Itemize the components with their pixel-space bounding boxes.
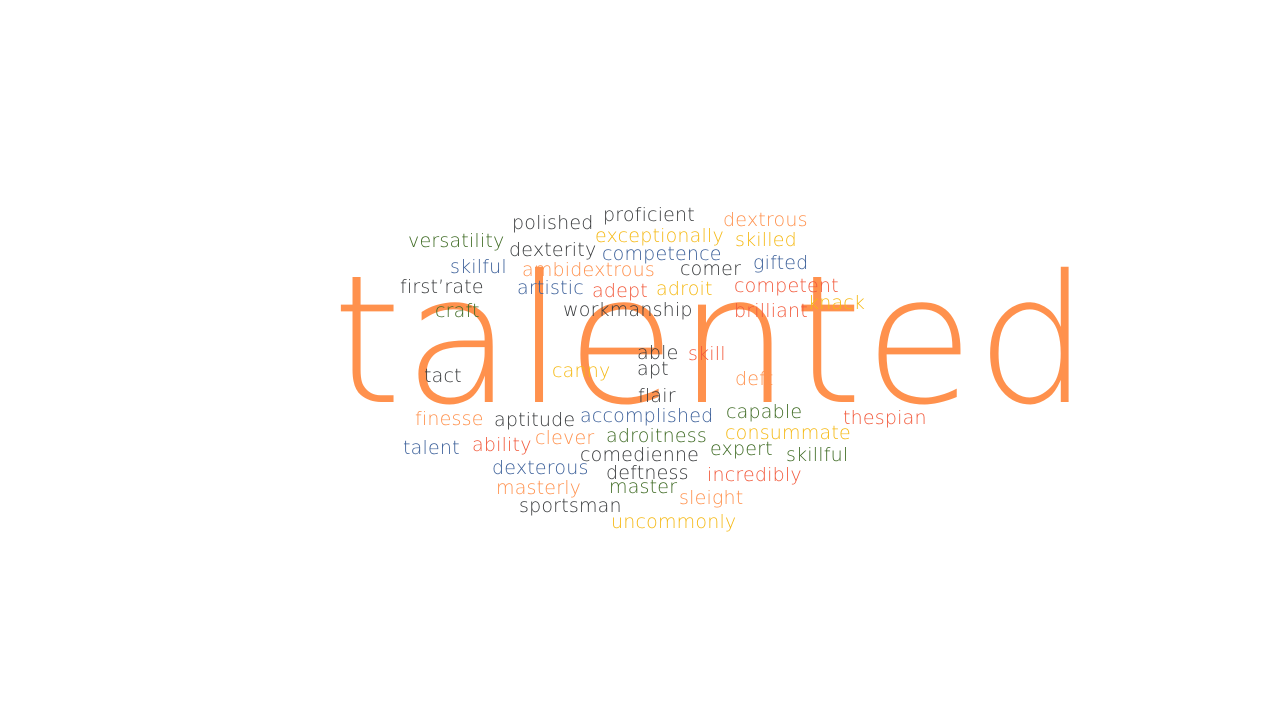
word-sportsman: sportsman xyxy=(519,495,622,517)
word-firstrate: first’rate xyxy=(400,276,484,298)
word-talent: talent xyxy=(403,437,460,459)
word-craft: craft xyxy=(435,300,480,322)
word-flair: flair xyxy=(638,385,676,407)
word-skill: skill xyxy=(688,343,726,365)
word-adept: adept xyxy=(592,280,648,302)
word-knack: knack xyxy=(808,292,866,314)
word-master: master xyxy=(609,476,678,498)
word-ability: ability xyxy=(472,434,532,456)
word-clever: clever xyxy=(535,427,595,449)
word-exceptionally: exceptionally xyxy=(595,225,724,247)
word-proficient: proficient xyxy=(603,204,695,226)
word-accomplished: accomplished xyxy=(580,405,714,427)
word-dexterity: dexterity xyxy=(509,239,597,261)
word-artistic: artistic xyxy=(517,277,584,299)
word-skilled: skilled xyxy=(735,229,797,251)
word-incredibly: incredibly xyxy=(707,464,802,486)
word-apt: apt xyxy=(637,358,669,380)
word-adroit: adroit xyxy=(656,278,713,300)
word-uncommonly: uncommonly xyxy=(611,511,737,533)
word-expert: expert xyxy=(710,438,773,460)
word-comedienne: comedienne xyxy=(580,444,700,466)
word-finesse: finesse xyxy=(415,408,484,430)
word-polished: polished xyxy=(512,212,594,234)
word-versatility: versatility xyxy=(408,230,505,252)
word-dexterous: dexterous xyxy=(492,457,589,479)
word-competent: competent xyxy=(734,275,839,297)
word-workmanship: workmanship xyxy=(563,299,693,321)
word-consummate: consummate xyxy=(725,422,851,444)
word-thespian: thespian xyxy=(843,407,927,429)
word-skillful: skillful xyxy=(786,444,849,466)
word-able: able xyxy=(637,342,679,364)
word-adroitness: adroitness xyxy=(606,425,707,447)
word-canny: canny xyxy=(552,360,611,382)
word-skilful: skilful xyxy=(450,256,507,278)
word-sleight: sleight xyxy=(679,487,744,509)
word-brilliant: brilliant xyxy=(734,300,808,322)
word-tact: tact xyxy=(424,365,462,387)
main-word: talented xyxy=(332,237,1091,444)
word-competence: competence xyxy=(602,243,722,265)
word-capable: capable xyxy=(726,401,803,423)
word-ambidextrous: ambidextrous xyxy=(522,259,655,281)
word-dextrous: dextrous xyxy=(723,209,808,231)
word-deft: deft xyxy=(735,368,774,390)
word-comer: comer xyxy=(680,258,742,280)
word-deftness: deftness xyxy=(606,462,689,484)
word-masterly: masterly xyxy=(496,477,582,499)
word-gifted: gifted xyxy=(753,252,809,274)
word-aptitude: aptitude xyxy=(494,409,576,431)
